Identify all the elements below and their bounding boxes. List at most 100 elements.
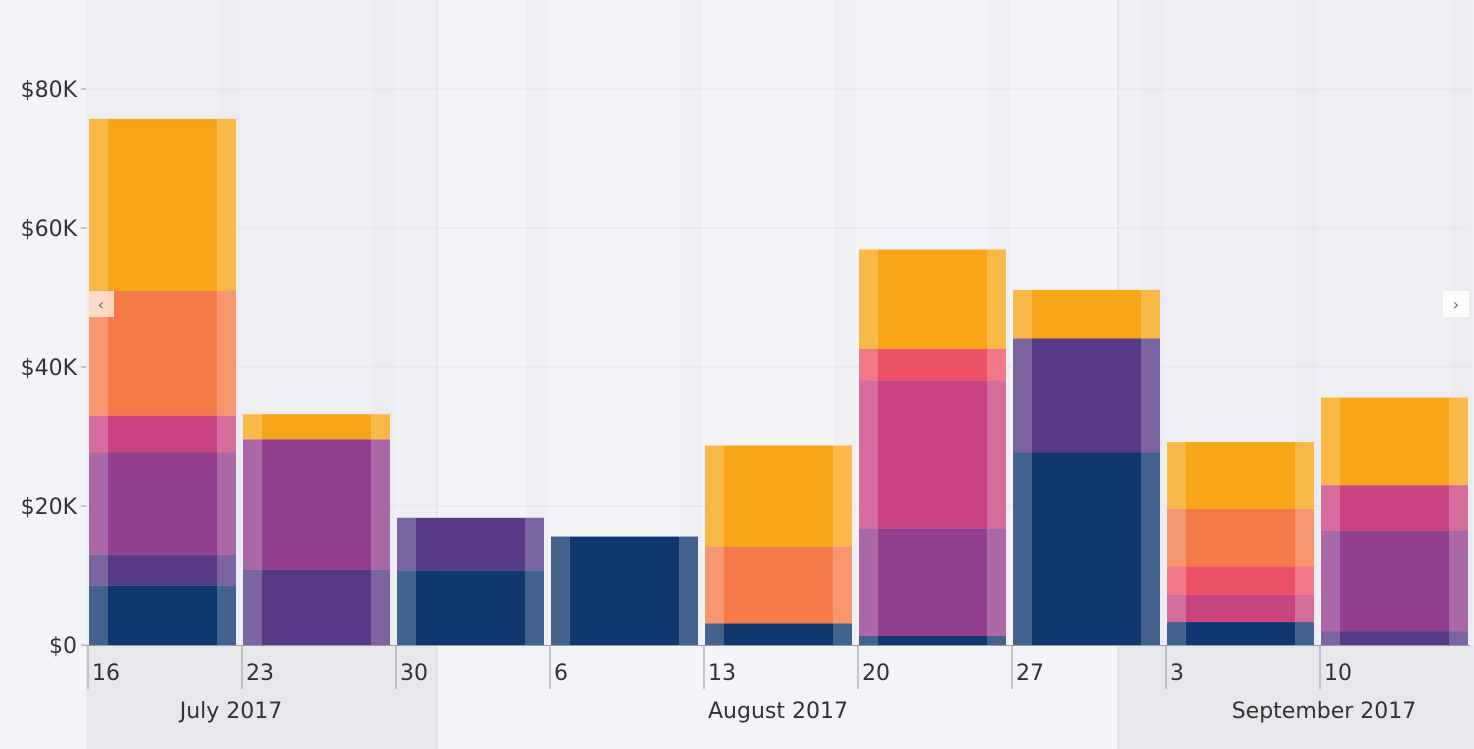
bar-segment [1167,442,1314,509]
bar-segment [1167,508,1314,567]
bar-segment-highlight [833,546,852,624]
x-tick-label: 20 [862,661,890,686]
bar-segment-highlight [987,348,1006,381]
month-label: September 2017 [1232,699,1417,724]
bar-segment-highlight [1295,442,1314,509]
bar-segment-highlight [1167,622,1186,645]
bar-segment-highlight [705,546,724,624]
bar-segment-highlight [859,528,878,636]
bar-segment-highlight [217,554,236,586]
bar-segment-highlight [987,528,1006,636]
bar-segment-highlight [833,445,852,547]
x-tick-label: 3 [1170,661,1184,686]
y-tick-label: $20K [21,495,78,520]
bar-segment-highlight [859,348,878,381]
y-tick-label: $80K [21,78,78,103]
bar-segment-highlight [1295,594,1314,623]
bar-segment-highlight [1167,594,1186,623]
bar-segment-highlight [243,569,262,645]
x-tick-label: 16 [92,661,120,686]
bar-segment-highlight [859,249,878,349]
bar-segment [1321,397,1468,486]
bar-segment-highlight [371,439,390,570]
x-tick-label: 6 [554,661,568,686]
bar-segment [551,536,698,645]
y-axis: $0 $20K $40K $60K $80K [21,78,86,659]
bar-segment-highlight [1449,631,1468,645]
bar-segment [705,445,852,547]
bar-segment-highlight [859,635,878,645]
bar-segment-highlight [89,290,108,416]
y-tick-label: $0 [49,634,77,659]
bar-segment-highlight [371,569,390,645]
bar-segment-highlight [1449,530,1468,632]
week-stripe [680,0,702,645]
x-tick-label: 27 [1016,661,1044,686]
x-tick-label: 23 [246,661,274,686]
bar-segment-highlight [1295,622,1314,645]
bar-segment-highlight [243,414,262,440]
month-label: July 2017 [178,699,283,724]
bar-segment [89,118,236,291]
bar-segment-highlight [1449,397,1468,486]
bar-segment-highlight [525,570,544,645]
bar-segment-highlight [89,554,108,586]
bar-segment [859,635,1006,645]
bar-segment [243,414,390,440]
bar-segment [1167,566,1314,595]
bar-segment [397,517,544,571]
bar-segment [243,439,390,570]
bar-segment [1321,485,1468,531]
bar-segment [859,249,1006,349]
x-tick-label: 30 [400,661,428,686]
y-tick-label: $60K [21,217,78,242]
bar-segment-highlight [217,585,236,645]
bar-segment-highlight [987,635,1006,645]
bar-segment [1013,452,1160,645]
bar-segment [859,380,1006,529]
bar-segment-highlight [397,517,416,571]
bar-segment-highlight [987,380,1006,529]
bar-segment-highlight [217,452,236,555]
bar-segment-highlight [1321,631,1340,645]
bar-segment-highlight [705,445,724,547]
bar-segment [1013,338,1160,453]
bar-segment [397,570,544,645]
week-stripe [526,0,548,645]
bar-segment [89,452,236,555]
bar-segment [705,546,852,624]
bar-segment [859,348,1006,381]
bar-segment [89,554,236,586]
bars [89,118,1468,645]
bar-segment-highlight [525,517,544,571]
x-axis: 16 23 30 6 13 20 27 3 10 July 2017 August 2017 Sept… [86,645,1470,724]
bar-segment-highlight [1013,452,1032,645]
bar-segment [89,415,236,453]
bar-segment [1013,289,1160,339]
bar-segment-highlight [89,415,108,453]
bar-segment-highlight [1141,289,1160,339]
bar-segment-highlight [89,585,108,645]
y-tick-label: $40K [21,356,78,381]
bar-segment-highlight [679,536,698,645]
bar-segment-highlight [1321,397,1340,486]
bar-segment-highlight [217,290,236,416]
bar-segment-highlight [1321,530,1340,632]
bar-segment-highlight [1167,566,1186,595]
bar-segment-highlight [243,439,262,570]
scroll-left-button[interactable]: ‹ [88,291,114,317]
bar-segment-highlight [1167,442,1186,509]
bar-segment-highlight [1141,452,1160,645]
bar-segment-highlight [371,414,390,440]
scroll-right-button[interactable]: › [1443,291,1469,317]
bar-segment [1167,594,1314,623]
bar-segment-highlight [217,415,236,453]
month-label: August 2017 [708,699,848,724]
bar-segment [859,528,1006,636]
bar-segment [705,623,852,645]
bar-segment-highlight [1013,338,1032,453]
bar-segment-highlight [705,623,724,645]
bar-segment-highlight [1013,289,1032,339]
bar-segment-highlight [859,380,878,529]
bar-segment-highlight [551,536,570,645]
